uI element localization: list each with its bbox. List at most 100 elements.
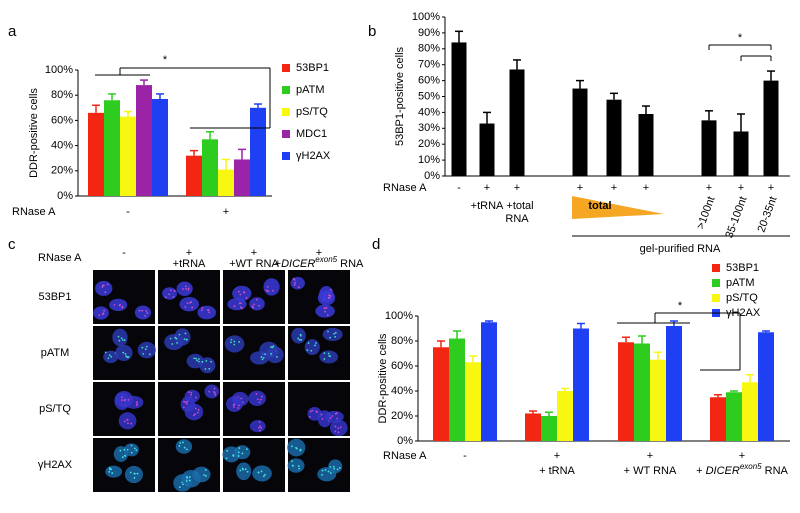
y-tick-label: 40% bbox=[391, 385, 413, 397]
group-label: gel-purified RNA bbox=[640, 243, 721, 255]
bar bbox=[606, 99, 622, 176]
focus bbox=[293, 283, 296, 286]
y-tick-label: 90% bbox=[418, 27, 440, 39]
focus bbox=[182, 288, 184, 290]
focus bbox=[339, 426, 342, 429]
focus bbox=[214, 394, 217, 396]
focus bbox=[194, 413, 197, 415]
bar bbox=[618, 342, 634, 441]
y-tick-label: 20% bbox=[418, 138, 440, 150]
focus bbox=[292, 277, 295, 280]
error-bar bbox=[455, 30, 463, 43]
error-bar bbox=[513, 59, 521, 70]
focus bbox=[311, 409, 314, 412]
focus bbox=[144, 348, 147, 351]
x-tick-label: + bbox=[647, 450, 653, 462]
row-label: 53BP1 bbox=[38, 291, 71, 303]
size-label: 35-100nt bbox=[723, 195, 749, 240]
focus bbox=[144, 315, 147, 317]
focus bbox=[183, 400, 186, 403]
error-bar bbox=[642, 105, 650, 114]
error-bar bbox=[576, 79, 584, 89]
x-tick-label: + bbox=[577, 182, 583, 194]
focus bbox=[130, 444, 133, 447]
y-tick-label: 50% bbox=[418, 90, 440, 102]
focus bbox=[135, 404, 138, 407]
focus bbox=[186, 400, 189, 403]
x-tick-label: - bbox=[126, 206, 130, 218]
error-bar bbox=[469, 355, 477, 363]
focus bbox=[237, 455, 240, 457]
nucleus bbox=[124, 465, 143, 484]
focus bbox=[309, 410, 312, 413]
focus bbox=[148, 353, 151, 356]
focus bbox=[245, 296, 248, 299]
focus bbox=[337, 427, 340, 430]
legend-label: pS/TQ bbox=[296, 106, 328, 118]
bar bbox=[481, 322, 497, 441]
focus bbox=[175, 337, 178, 340]
focus bbox=[188, 479, 191, 482]
x-tick-label: + bbox=[484, 182, 490, 194]
bar bbox=[733, 131, 749, 176]
y-tick-label: 80% bbox=[51, 89, 73, 101]
label-part: RNA bbox=[762, 465, 789, 477]
focus bbox=[171, 343, 174, 345]
focus bbox=[123, 339, 126, 342]
focus bbox=[233, 406, 235, 408]
x-tick-label: - bbox=[457, 182, 461, 194]
focus bbox=[334, 335, 337, 338]
focus bbox=[185, 338, 188, 341]
focus bbox=[238, 404, 241, 407]
nucleus bbox=[105, 465, 123, 478]
column-rnase: + bbox=[316, 247, 322, 259]
gene-name: DICER bbox=[281, 258, 315, 270]
focus bbox=[182, 441, 184, 444]
bar bbox=[634, 343, 650, 441]
legend-swatch bbox=[282, 130, 290, 138]
focus bbox=[297, 465, 300, 468]
focus bbox=[136, 472, 139, 475]
focus bbox=[133, 477, 136, 479]
y-tick-label: 100% bbox=[412, 11, 440, 23]
bar bbox=[120, 116, 136, 196]
bar bbox=[758, 332, 774, 441]
bar bbox=[88, 112, 104, 196]
focus bbox=[298, 338, 301, 341]
focus bbox=[329, 472, 332, 474]
focus bbox=[106, 283, 109, 286]
focus bbox=[226, 449, 229, 452]
focus bbox=[169, 337, 172, 340]
focus bbox=[130, 451, 133, 454]
focus bbox=[260, 470, 263, 473]
focus bbox=[294, 281, 297, 284]
error-bar bbox=[746, 374, 754, 383]
nucleus bbox=[236, 462, 252, 481]
focus bbox=[198, 358, 200, 360]
nucleus bbox=[181, 469, 201, 488]
focus bbox=[329, 466, 332, 468]
panel-label: b bbox=[368, 23, 376, 40]
focus bbox=[238, 447, 241, 449]
y-tick-label: 60% bbox=[418, 75, 440, 87]
bar bbox=[479, 123, 495, 176]
y-tick-label: 0% bbox=[57, 190, 73, 202]
focus bbox=[293, 278, 296, 281]
focus bbox=[195, 357, 198, 360]
bar bbox=[650, 359, 666, 441]
focus bbox=[239, 469, 242, 472]
focus bbox=[123, 448, 126, 451]
focus bbox=[205, 475, 207, 477]
nucleus bbox=[93, 306, 109, 320]
focus bbox=[118, 304, 121, 307]
focus bbox=[256, 398, 259, 401]
superscript: exon5 bbox=[315, 255, 337, 264]
focus bbox=[237, 407, 240, 409]
focus bbox=[119, 449, 122, 452]
focus bbox=[210, 360, 213, 363]
focus bbox=[184, 285, 187, 288]
error-bar bbox=[529, 410, 537, 414]
focus bbox=[261, 358, 264, 361]
focus bbox=[238, 341, 241, 343]
focus bbox=[292, 464, 294, 467]
